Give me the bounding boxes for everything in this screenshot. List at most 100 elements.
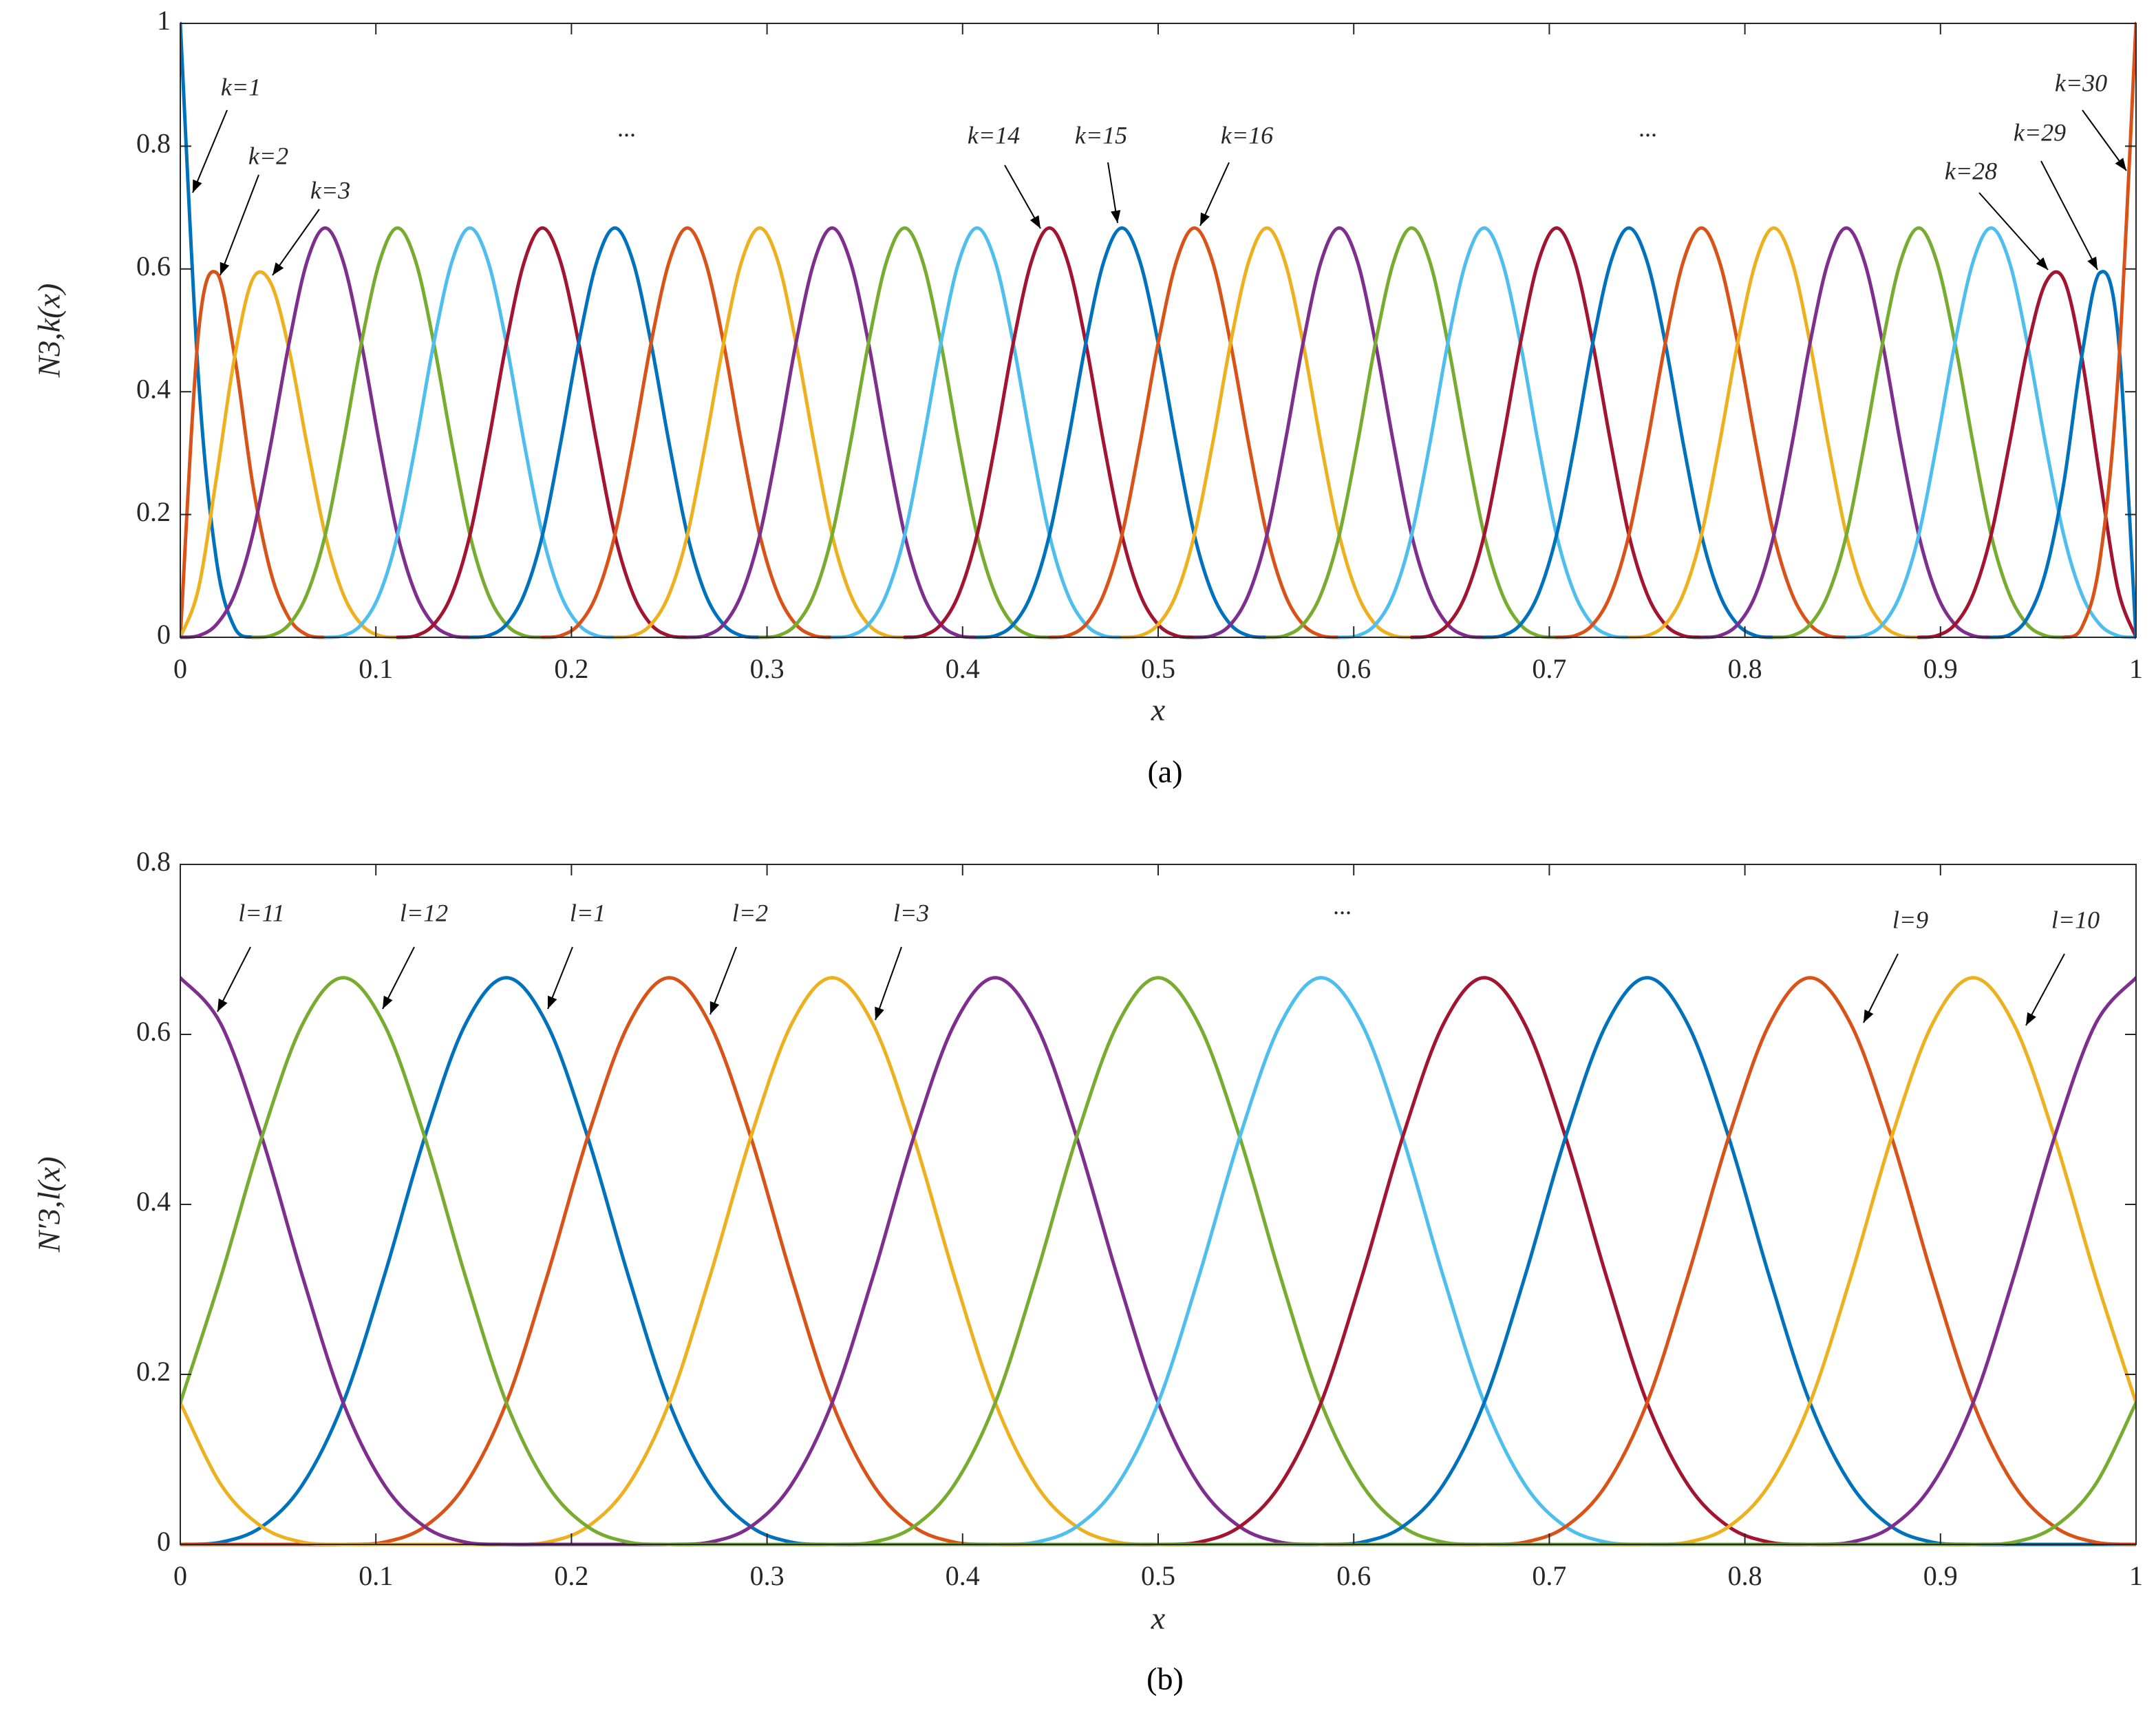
series-line — [975, 226, 1269, 639]
annotation: l=12 — [400, 899, 448, 926]
series-line — [1482, 226, 1776, 639]
annotation-arrow — [382, 946, 415, 1010]
series-line — [1772, 226, 2066, 639]
y-axis-label: N′3,l(x) — [32, 1156, 67, 1253]
series-line — [2062, 21, 2136, 639]
series-line — [685, 226, 979, 639]
annotation: k=14 — [968, 121, 1020, 149]
series-line — [1700, 226, 1993, 639]
annotation: k=29 — [2014, 118, 2066, 146]
panel: 0 0.1 0.2 0.3 0.4 0.5 0.6 0.7 0.8 0.9 1 0 0.2 0.4 0.6 0… — [32, 5, 2143, 789]
annotation-arrow — [1107, 162, 1121, 224]
y-tick-label: 0.8 — [136, 846, 171, 877]
x-tick-label: 0 — [173, 1560, 187, 1591]
annotation: l=9 — [1892, 906, 1928, 933]
x-axis-label: x — [1151, 1601, 1166, 1636]
x-tick-label: 1 — [2129, 1560, 2143, 1591]
x-tick-label: 0.3 — [750, 653, 785, 684]
y-tick-label: 0.4 — [136, 373, 171, 404]
annotation: k=3 — [310, 176, 350, 204]
annotation: ··· — [1639, 121, 1657, 149]
series-line — [1193, 226, 1486, 639]
y-tick-label: 0.8 — [136, 128, 171, 159]
annotation: k=1 — [221, 73, 261, 100]
x-tick-label: 0.1 — [359, 1560, 393, 1591]
x-tick-label: 1 — [2129, 653, 2143, 684]
series-line — [180, 270, 328, 639]
annotation-arrow — [192, 109, 228, 193]
annotation: l=2 — [732, 899, 768, 926]
annotation: l=10 — [2051, 906, 2100, 933]
annotation-arrow — [2025, 953, 2065, 1026]
x-tick-label: 0.5 — [1141, 1560, 1175, 1591]
x-tick-label: 0.7 — [1532, 653, 1566, 684]
series-line — [180, 21, 255, 639]
x-tick-label: 0 — [173, 653, 187, 684]
x-tick-label: 0.4 — [946, 1560, 980, 1591]
series-line — [468, 226, 762, 639]
y-tick-label: 0.4 — [136, 1186, 171, 1217]
annotation: k=16 — [1221, 121, 1273, 149]
x-axis-label: x — [1151, 692, 1166, 727]
series-line — [1409, 226, 1704, 639]
series-group — [180, 21, 2136, 639]
y-tick-label: 1 — [157, 5, 171, 36]
series-line — [180, 226, 472, 639]
annotation-arrow — [2082, 109, 2127, 171]
y-tick-label: 0.6 — [136, 251, 171, 281]
panel: 0 0.1 0.2 0.3 0.4 0.5 0.6 0.7 0.8 0.9 1 0 0.2 0.4 0.6 0… — [32, 846, 2143, 1696]
plot-area — [180, 23, 2136, 637]
annotation: k=15 — [1075, 121, 1127, 149]
x-tick-label: 0.3 — [750, 1560, 785, 1591]
series-line — [612, 226, 907, 639]
x-tick-label: 0.7 — [1532, 1560, 1566, 1591]
caption: (a) — [1147, 754, 1182, 789]
plot-area — [180, 864, 2136, 1544]
series-line — [758, 226, 1052, 639]
annotation-arrow — [220, 174, 259, 276]
annotation: k=28 — [1945, 157, 1997, 184]
series-line — [180, 270, 400, 639]
x-tick-label: 0.2 — [554, 1560, 588, 1591]
x-tick-label: 0.2 — [554, 653, 588, 684]
x-tick-label: 0.5 — [1141, 653, 1175, 684]
x-tick-label: 0.8 — [1728, 653, 1762, 684]
annotation: ··· — [1333, 899, 1352, 926]
annotation-arrow — [547, 946, 573, 1010]
annotation-arrow — [272, 209, 320, 276]
series-line — [903, 226, 1197, 639]
series-line — [540, 226, 834, 639]
series-line — [1120, 226, 1413, 639]
x-tick-label: 0.8 — [1728, 1560, 1762, 1591]
series-line — [1917, 270, 2136, 639]
annotation-arrow — [875, 946, 902, 1021]
annotation: l=3 — [893, 899, 929, 926]
y-tick-label: 0.2 — [136, 1356, 171, 1387]
series-line — [1555, 226, 1848, 639]
series-line — [1844, 226, 2136, 639]
series-line — [1265, 226, 1559, 639]
annotation-arrow — [709, 946, 737, 1015]
annotation: k=30 — [2055, 69, 2107, 96]
annotation-arrow — [1004, 164, 1041, 229]
series-line — [1627, 226, 1921, 639]
y-tick-label: 0.6 — [136, 1016, 171, 1047]
x-tick-label: 0.9 — [1923, 653, 1958, 684]
x-tick-label: 0.6 — [1336, 1560, 1371, 1591]
series-line — [1989, 270, 2136, 639]
y-tick-label: 0 — [157, 1526, 171, 1557]
annotation: ··· — [617, 121, 636, 149]
caption: (b) — [1146, 1661, 1184, 1696]
annotation-arrow — [2040, 160, 2098, 270]
series-line — [396, 226, 690, 639]
x-tick-label: 0.9 — [1923, 1560, 1958, 1591]
annotation-arrow — [1978, 192, 2049, 270]
annotation: l=11 — [238, 899, 285, 926]
y-tick-label: 0 — [157, 619, 171, 650]
x-tick-label: 0.6 — [1336, 653, 1371, 684]
y-tick-label: 0.2 — [136, 496, 171, 527]
series-line — [323, 226, 617, 639]
series-line — [250, 226, 544, 639]
